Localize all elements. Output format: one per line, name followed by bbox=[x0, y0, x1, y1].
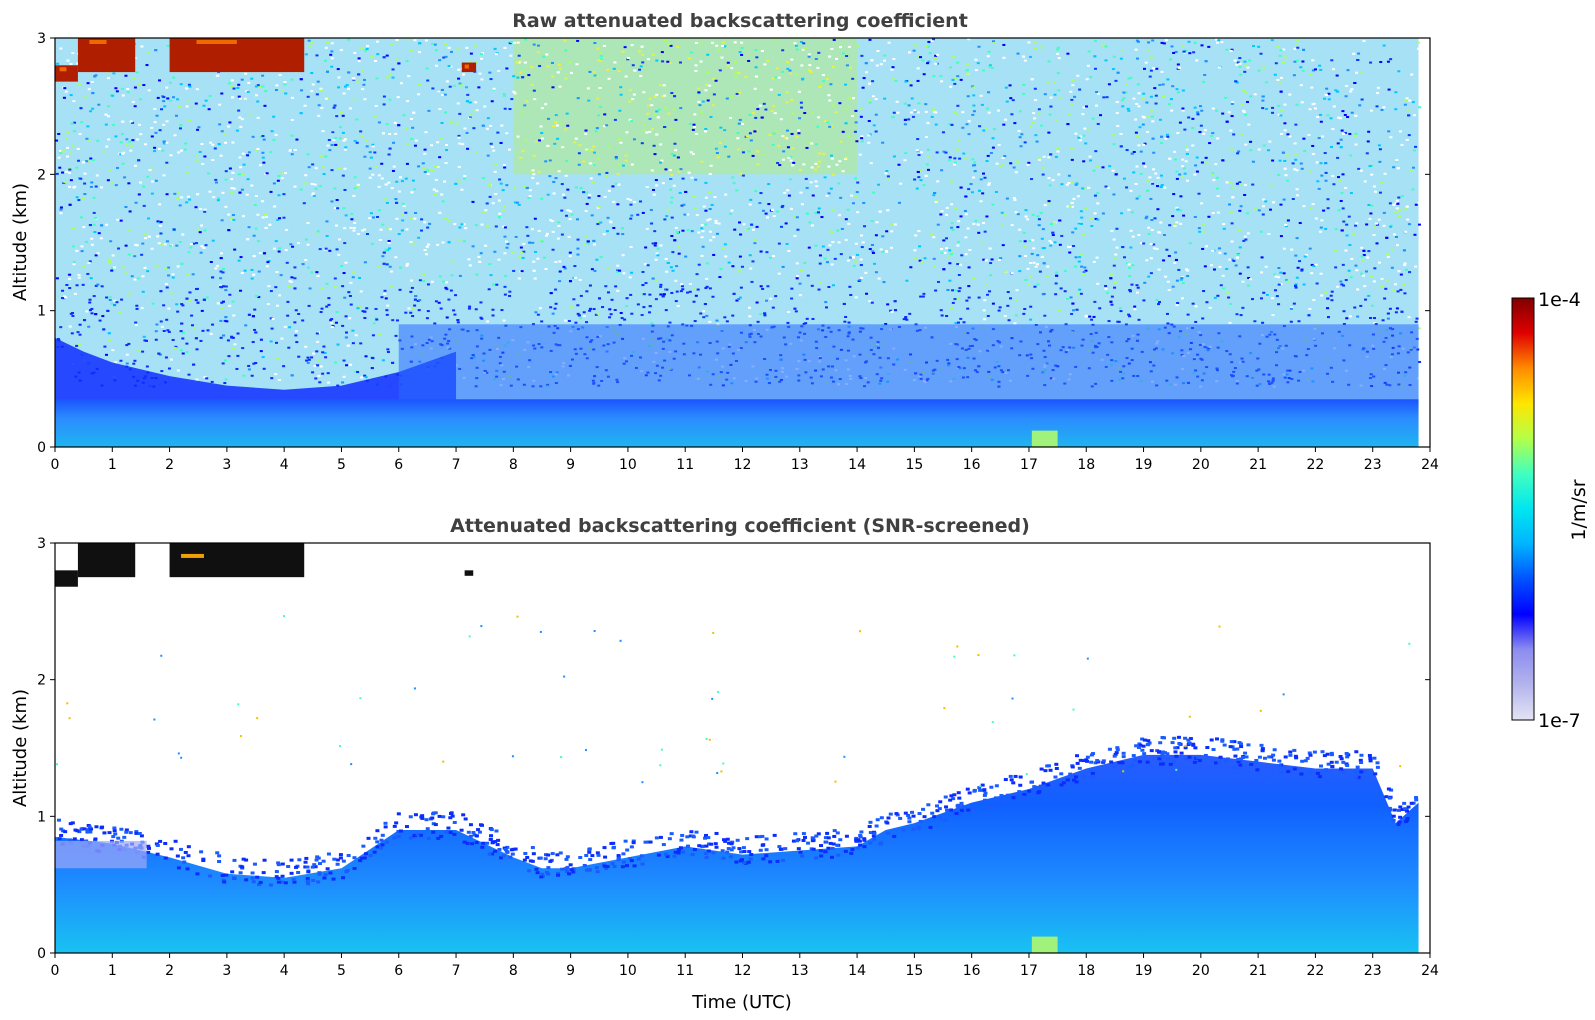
y-tick-label: 0 bbox=[37, 440, 46, 456]
x-tick-label: 10 bbox=[619, 963, 637, 979]
cloud-cell bbox=[55, 570, 78, 587]
y-tick-label: 1 bbox=[37, 809, 46, 825]
surface-hotspot bbox=[1031, 430, 1058, 447]
x-tick-label: 23 bbox=[1364, 963, 1382, 979]
colorbar-unit-label: 1/m/sr bbox=[1568, 479, 1590, 540]
mid-layer bbox=[398, 324, 1419, 407]
colorbar: 1e-4 1e-7 1/m/sr bbox=[1511, 289, 1590, 732]
y-tick-label: 1 bbox=[37, 304, 46, 320]
x-tick-label: 13 bbox=[791, 963, 809, 979]
snr-screened-heatmap bbox=[55, 543, 1419, 953]
x-tick-label: 5 bbox=[337, 963, 346, 979]
x-tick-label: 9 bbox=[566, 963, 575, 979]
x-tick-label: 23 bbox=[1364, 457, 1382, 473]
x-tick-label: 3 bbox=[222, 963, 231, 979]
x-tick-label: 13 bbox=[791, 457, 809, 473]
panel-1-y-axis: 0 1 2 3 bbox=[37, 31, 1430, 456]
x-tick-label: 10 bbox=[619, 457, 637, 473]
y-tick-label: 2 bbox=[37, 167, 46, 183]
x-tick-label: 0 bbox=[51, 963, 60, 979]
y-tick-label: 0 bbox=[37, 946, 46, 962]
x-axis-label: Time (UTC) bbox=[691, 992, 792, 1013]
x-tick-label: 2 bbox=[165, 963, 174, 979]
x-tick-label: 18 bbox=[1077, 457, 1095, 473]
x-tick-label: 1 bbox=[108, 963, 117, 979]
x-tick-label: 9 bbox=[566, 457, 575, 473]
x-tick-label: 21 bbox=[1249, 963, 1267, 979]
colorbar-min-label: 1e-7 bbox=[1538, 710, 1581, 732]
x-tick-label: 8 bbox=[509, 457, 518, 473]
snr-screened-panel: Attenuated backscattering coefficient (S… bbox=[10, 515, 1439, 1013]
y-tick-label: 2 bbox=[37, 673, 46, 689]
panel-1-y-label: Altitude (km) bbox=[10, 183, 31, 301]
y-tick-label: 3 bbox=[37, 31, 46, 47]
raw-backscatter-heatmap bbox=[55, 38, 1422, 447]
x-tick-label: 2 bbox=[165, 457, 174, 473]
x-tick-label: 21 bbox=[1249, 457, 1267, 473]
x-tick-label: 6 bbox=[394, 963, 403, 979]
morning-pale-edge bbox=[55, 840, 147, 869]
x-tick-label: 5 bbox=[337, 457, 346, 473]
panel-2-title: Attenuated backscattering coefficient (S… bbox=[450, 515, 1030, 537]
panel-1-title: Raw attenuated backscattering coefficien… bbox=[512, 10, 968, 32]
cloud-layer bbox=[55, 543, 474, 587]
cloud-cell bbox=[77, 543, 136, 578]
x-tick-label: 16 bbox=[963, 963, 981, 979]
surface-layer bbox=[55, 399, 1419, 447]
x-tick-label: 16 bbox=[963, 457, 981, 473]
x-tick-label: 8 bbox=[509, 963, 518, 979]
x-tick-label: 7 bbox=[452, 457, 461, 473]
sparse-returns bbox=[55, 615, 1411, 788]
x-tick-label: 7 bbox=[452, 963, 461, 979]
x-tick-label: 12 bbox=[734, 457, 752, 473]
colorbar-gradient bbox=[1511, 297, 1535, 721]
panel-1-x-axis: 0 1 2 3 4 5 6 7 8 9 10 11 12 13 14 15 16 17 18 19 20 21 22 23 24 bbox=[51, 447, 1439, 473]
cloud-cell bbox=[461, 62, 477, 73]
cloud-layer bbox=[55, 38, 477, 82]
surface-hotspot bbox=[1031, 936, 1058, 953]
x-tick-label: 3 bbox=[222, 457, 231, 473]
x-tick-label: 19 bbox=[1135, 457, 1153, 473]
x-tick-label: 15 bbox=[905, 963, 923, 979]
x-tick-label: 12 bbox=[734, 963, 752, 979]
x-tick-label: 14 bbox=[848, 963, 866, 979]
y-tick-label: 3 bbox=[37, 536, 46, 552]
panel-2-y-axis: 0 1 2 3 bbox=[37, 536, 1430, 962]
x-tick-label: 11 bbox=[676, 963, 694, 979]
boundary-layer-morning bbox=[55, 337, 457, 407]
boundary-layer bbox=[55, 754, 1419, 953]
x-tick-label: 17 bbox=[1020, 963, 1038, 979]
x-tick-label: 4 bbox=[280, 457, 289, 473]
x-tick-label: 20 bbox=[1192, 963, 1210, 979]
x-tick-label: 15 bbox=[905, 457, 923, 473]
x-tick-label: 11 bbox=[676, 457, 694, 473]
x-tick-label: 1 bbox=[108, 457, 117, 473]
x-tick-label: 0 bbox=[51, 457, 60, 473]
x-tick-label: 24 bbox=[1421, 457, 1439, 473]
x-tick-label: 22 bbox=[1307, 963, 1325, 979]
noise-maximum bbox=[513, 38, 858, 175]
x-tick-label: 20 bbox=[1192, 457, 1210, 473]
x-tick-label: 17 bbox=[1020, 457, 1038, 473]
x-tick-label: 19 bbox=[1135, 963, 1153, 979]
x-tick-label: 24 bbox=[1421, 963, 1439, 979]
cloud-highlight bbox=[181, 553, 204, 558]
raw-backscatter-panel: Raw attenuated backscattering coefficien… bbox=[10, 10, 1439, 473]
x-tick-label: 14 bbox=[848, 457, 866, 473]
colorbar-max-label: 1e-4 bbox=[1538, 289, 1581, 311]
cloud-cell bbox=[464, 570, 474, 576]
cloud-cell bbox=[169, 543, 305, 578]
x-tick-label: 22 bbox=[1307, 457, 1325, 473]
x-tick-label: 6 bbox=[394, 457, 403, 473]
panel-2-y-label: Altitude (km) bbox=[10, 689, 31, 807]
panel-2-x-axis: 0 1 2 3 4 5 6 7 8 9 10 11 12 13 14 15 16 17 18 19 20 21 22 23 24 bbox=[51, 953, 1439, 979]
x-tick-label: 4 bbox=[280, 963, 289, 979]
x-tick-label: 18 bbox=[1077, 963, 1095, 979]
